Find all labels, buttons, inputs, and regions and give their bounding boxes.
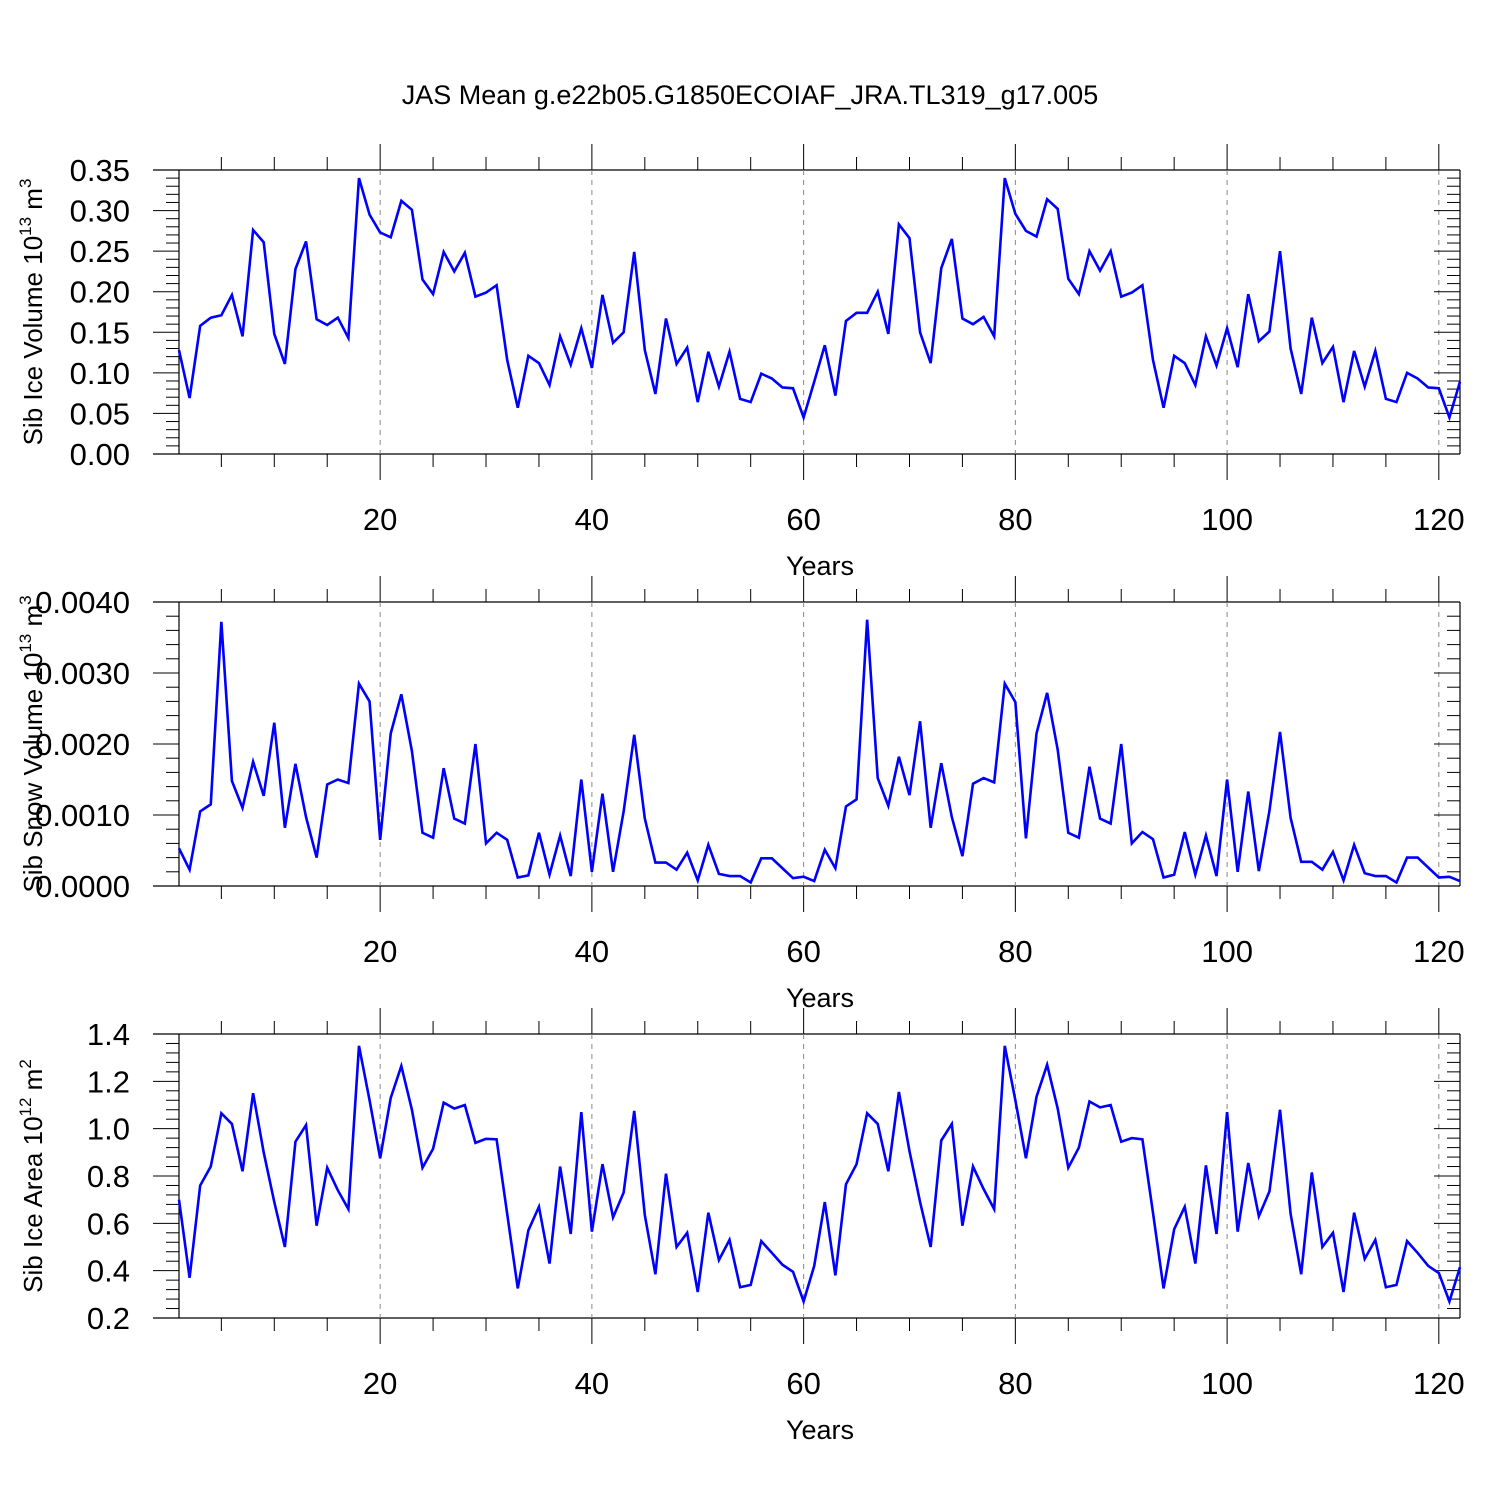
snow-volume-xtick-label: 120 [1413, 934, 1465, 969]
snow-volume-ytick-label: 0.0000 [35, 869, 130, 904]
snow-volume-xtick-label: 40 [575, 934, 609, 969]
snow-volume-ytick-label: 0.0030 [35, 656, 130, 691]
ice-volume-xtick-label: 20 [363, 502, 397, 537]
ice-area-ytick-label: 0.2 [87, 1301, 130, 1336]
ice-area-xlabel: Years [786, 1415, 854, 1445]
snow-volume-ylabel: Sib Snow Volume 1013 m3 [16, 595, 48, 892]
snow-volume-xtick-label: 20 [363, 934, 397, 969]
ice-area-ytick-label: 0.6 [87, 1206, 130, 1241]
ice-volume-ytick-label: 0.15 [70, 315, 130, 350]
ice-area-ytick-label: 1.2 [87, 1064, 130, 1099]
snow-volume-xtick-label: 100 [1201, 934, 1253, 969]
ice-volume-ytick-label: 0.30 [70, 194, 130, 229]
ice-area-ytick-label: 0.8 [87, 1159, 130, 1194]
snow-volume-series-line [177, 619, 1461, 885]
snow-volume-xlabel: Years [786, 983, 854, 1013]
ice-volume-series-line [177, 177, 1462, 422]
ice-area-ylabel: Sib Ice Area 1012 m2 [16, 1059, 48, 1293]
figure-title: JAS Mean g.e22b05.G1850ECOIAF_JRA.TL319_… [401, 80, 1099, 110]
ice-volume-ytick-label: 0.35 [70, 153, 130, 188]
ice-volume-ylabel: Sib Ice Volume 1013 m3 [16, 179, 48, 446]
ice-area-ytick-label: 1.4 [87, 1017, 130, 1052]
ice-area-ytick-label: 0.4 [87, 1254, 130, 1289]
ice-volume-ytick-label: 0.00 [70, 437, 130, 472]
ice-volume-ytick-label: 0.20 [70, 275, 130, 310]
ice-volume-xtick-label: 80 [998, 502, 1032, 537]
ice-volume-ytick-label: 0.25 [70, 234, 130, 269]
ice-volume-xtick-label: 100 [1201, 502, 1253, 537]
ice-area-xtick-label: 120 [1413, 1366, 1465, 1401]
ice-area-xtick-label: 40 [575, 1366, 609, 1401]
snow-volume-ytick-label: 0.0040 [35, 585, 130, 620]
ice-volume-ytick-label: 0.10 [70, 356, 130, 391]
ice-area-ytick-label: 1.0 [87, 1112, 130, 1147]
ice-area-series-line [177, 1045, 1462, 1306]
ice-volume-xtick-label: 120 [1413, 502, 1465, 537]
ice-volume-xtick-label: 40 [575, 502, 609, 537]
ice-volume-xlabel: Years [786, 551, 854, 581]
snow-volume-ytick-label: 0.0020 [35, 727, 130, 762]
ice-volume-ytick-label: 0.05 [70, 396, 130, 431]
ice-volume-xtick-label: 60 [786, 502, 820, 537]
snow-volume-xtick-label: 60 [786, 934, 820, 969]
ice-area-xtick-label: 20 [363, 1366, 397, 1401]
ice-area-xtick-label: 100 [1201, 1366, 1253, 1401]
ice-area-xtick-label: 80 [998, 1366, 1032, 1401]
snow-volume-ytick-label: 0.0010 [35, 798, 130, 833]
snow-volume-xtick-label: 80 [998, 934, 1032, 969]
ice-area-xtick-label: 60 [786, 1366, 820, 1401]
